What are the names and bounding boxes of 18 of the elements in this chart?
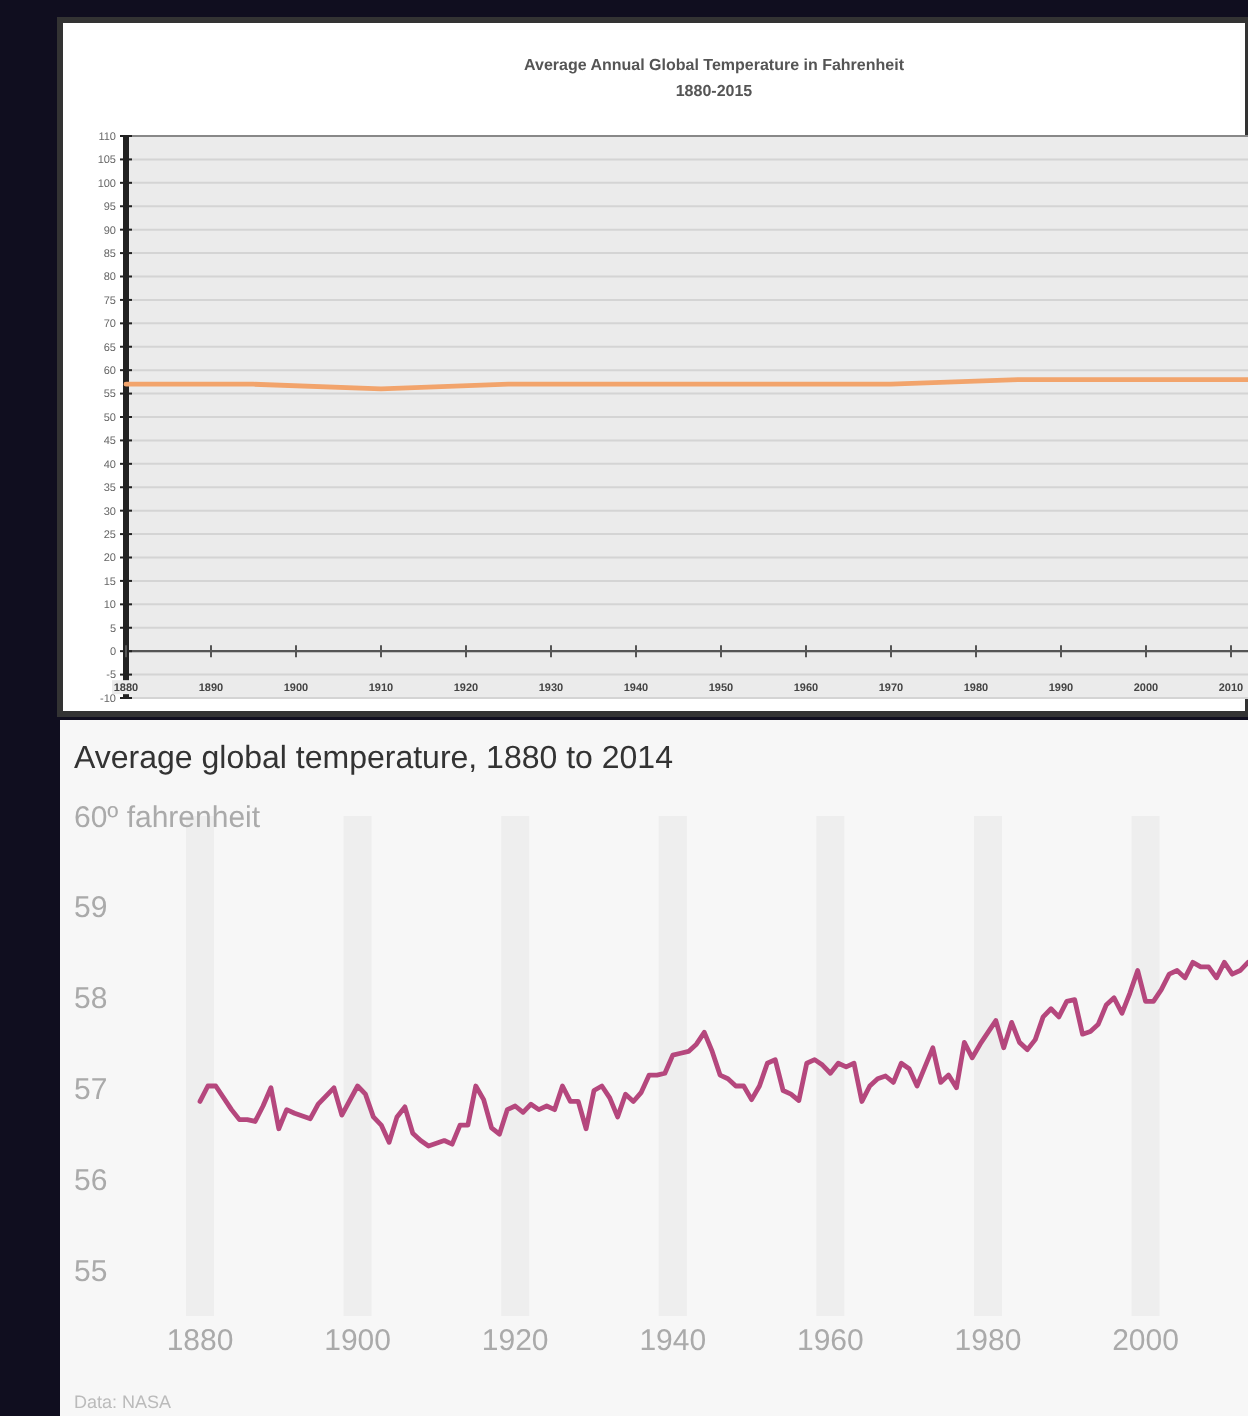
x-tick-label: 1980 [954,1324,1022,1358]
y-tick-label: 59 [74,891,108,926]
y-tick-label: 58 [74,982,108,1017]
text: Data: NASA [74,1392,172,1412]
x-tick-label: 1940 [639,1324,707,1358]
chart-subtitle: 1880-2015 [675,82,754,100]
y-tick-label: 55 [74,1255,108,1290]
line-series [197,959,1248,1149]
chart-title: Average Annual Global Temperature in Fahrenheit [524,56,905,74]
x-tick-label: 1900 [324,1324,391,1358]
x-tick-label: 2000 [1112,1324,1179,1358]
x-tick-label: 1880 [166,1324,234,1358]
x-tick-label: 1960 [797,1324,864,1358]
y-tick-label: 56 [74,1164,108,1199]
x-tick-label: 1920 [481,1324,549,1358]
y-tick-label: 57 [74,1073,108,1108]
chart-title: Average global temperature, 1880 to 2014 [74,742,674,776]
y-tick-label: 60º fahrenheit [74,800,262,835]
